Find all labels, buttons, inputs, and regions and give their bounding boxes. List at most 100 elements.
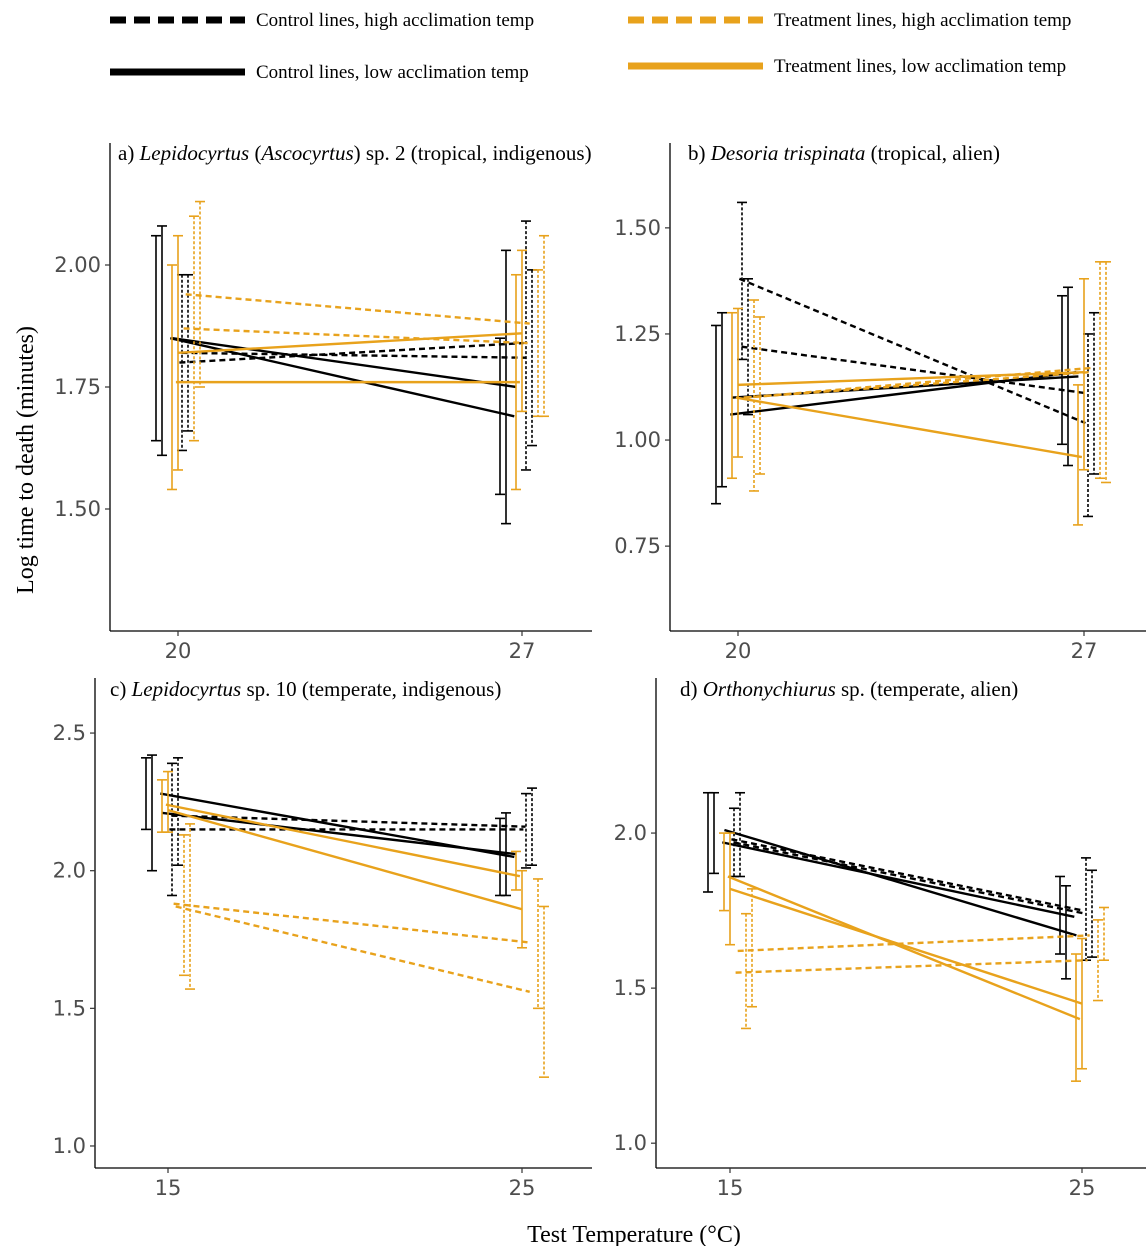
- title-prefix: d): [680, 677, 703, 701]
- error-bar: [173, 757, 183, 866]
- title-prefix: b): [688, 141, 711, 165]
- series-control-dashed-3: [741, 277, 1099, 475]
- series-control-solid-1: [709, 791, 1077, 980]
- error-bar: [1089, 311, 1099, 475]
- series-control-dashed-2: [737, 201, 1093, 518]
- panel-title: d) Orthonychiurus sp. (temperate, alien): [680, 677, 1018, 701]
- title-genus: Lepidocyrtus: [139, 141, 250, 165]
- legend-label-1: Control lines, low acclimation temp: [256, 62, 529, 83]
- error-bar: [517, 869, 527, 949]
- y-tick-label: 2.0: [53, 859, 86, 883]
- error-bar: [717, 311, 727, 488]
- error-bar: [703, 791, 713, 893]
- error-bar: [511, 273, 521, 491]
- series-control-solid-0: [703, 791, 1075, 955]
- series-control-dashed-2: [729, 807, 1091, 962]
- title-genus: Orthonychiurus: [703, 677, 836, 701]
- series-line: [722, 841, 1075, 918]
- series-line: [743, 370, 1090, 399]
- error-bar: [179, 834, 189, 977]
- error-bar: [1071, 953, 1081, 1082]
- series-control-solid-0: [151, 234, 515, 496]
- error-bar: [173, 234, 183, 471]
- series-treatment-dashed-7: [185, 200, 549, 418]
- error-bar: [1079, 277, 1089, 471]
- series-control-solid-0: [711, 294, 1077, 505]
- title-paren_open: (: [249, 141, 261, 165]
- error-bar: [1073, 384, 1083, 526]
- panel-c: 1.0 1.5 2.0 2.5 15 25 c) Lepidocyrtus sp. 10 (…: [53, 677, 592, 1200]
- y-tick-label: 1.25: [614, 322, 661, 346]
- legend-label-0: Control lines, high acclimation temp: [256, 10, 534, 31]
- series-treatment-solid-4: [167, 264, 521, 491]
- series-control-dashed-3: [733, 791, 1097, 958]
- error-bar: [747, 888, 757, 1008]
- error-bar: [1099, 906, 1109, 962]
- y-axis-title: Log time to death (minutes): [13, 326, 39, 594]
- series-line: [741, 345, 1088, 395]
- title-rest: (tropical, alien): [865, 141, 1000, 165]
- x-axis-title: Test Temperature (°C): [527, 1222, 741, 1246]
- error-bar: [1077, 937, 1087, 1070]
- title-genus: Lepidocyrtus: [131, 677, 242, 701]
- error-bar: [533, 878, 543, 1010]
- series-line: [173, 902, 528, 944]
- error-bar: [189, 215, 199, 442]
- panel-title: a) Lepidocyrtus (Ascocyrtus) sp. 2 (trop…: [118, 141, 592, 165]
- y-tick-label: 2.00: [54, 253, 101, 277]
- series-control-solid-0: [141, 757, 515, 897]
- y-tick-label: 1.00: [614, 428, 661, 452]
- error-bar: [539, 234, 549, 418]
- series-treatment-dashed-7: [175, 823, 549, 1078]
- series-treatment-dashed-6: [735, 912, 1103, 1030]
- error-bar: [163, 770, 173, 833]
- series-control-dashed-3: [181, 269, 537, 447]
- series-treatment-solid-5: [163, 770, 527, 949]
- series-line: [724, 828, 1077, 937]
- series-line: [162, 811, 517, 856]
- legend: Control lines, high acclimation temp Cont…: [110, 10, 1071, 83]
- y-tick-label: 0.75: [614, 534, 661, 558]
- error-bar: [157, 225, 167, 457]
- error-bar: [151, 234, 161, 442]
- error-bar: [183, 273, 193, 432]
- panel-b: 0.75 1.00 1.25 1.50 20 27 b) Desoria trispinat…: [614, 141, 1146, 663]
- series-treatment-dashed-7: [737, 888, 1109, 1008]
- series-line: [745, 366, 1092, 399]
- series-line: [165, 803, 521, 878]
- series-line: [738, 277, 1086, 425]
- panel-title: c) Lepidocyrtus sp. 10 (temperate, indig…: [110, 677, 501, 701]
- error-bar: [1093, 919, 1103, 1002]
- series-line: [737, 934, 1090, 953]
- panel-d: 1.0 1.5 2.0 15 25 d) Orthonychiurus sp. (temp…: [614, 677, 1146, 1200]
- error-bar: [711, 324, 721, 505]
- title-prefix: c): [110, 677, 132, 701]
- series-line: [729, 887, 1083, 1005]
- series-line: [735, 396, 1083, 459]
- error-bar: [1095, 261, 1105, 480]
- panel-title: b) Desoria trispinata (tropical, alien): [688, 141, 1000, 165]
- x-tick-label: 25: [1069, 1176, 1096, 1200]
- y-tick-label: 1.0: [614, 1131, 647, 1155]
- error-bar: [141, 757, 151, 831]
- error-bar: [185, 823, 195, 990]
- series-treatment-solid-4: [157, 779, 521, 891]
- x-tick-label: 15: [155, 1176, 182, 1200]
- error-bar: [709, 791, 719, 875]
- error-bar: [501, 249, 511, 525]
- x-tick-label: 27: [509, 639, 536, 663]
- series-treatment-solid-4: [727, 311, 1083, 526]
- error-bar: [1087, 869, 1097, 958]
- legend-label-3: Treatment lines, low acclimation temp: [774, 56, 1066, 77]
- y-tick-label: 1.50: [614, 216, 661, 240]
- series-line: [179, 341, 524, 364]
- title-rest: sp. (temperate, alien): [836, 677, 1019, 701]
- error-bar: [735, 791, 745, 878]
- error-bar: [727, 311, 737, 480]
- panels: 1.50 1.75 2.00 20 27 a) Lepidocyrtus (Ascocyr…: [53, 141, 1146, 1200]
- y-tick-label: 1.0: [53, 1134, 86, 1158]
- series-treatment-solid-4: [719, 832, 1081, 1082]
- error-bar: [1055, 875, 1065, 955]
- y-tick-label: 1.5: [53, 996, 86, 1020]
- title-prefix: a): [118, 141, 140, 165]
